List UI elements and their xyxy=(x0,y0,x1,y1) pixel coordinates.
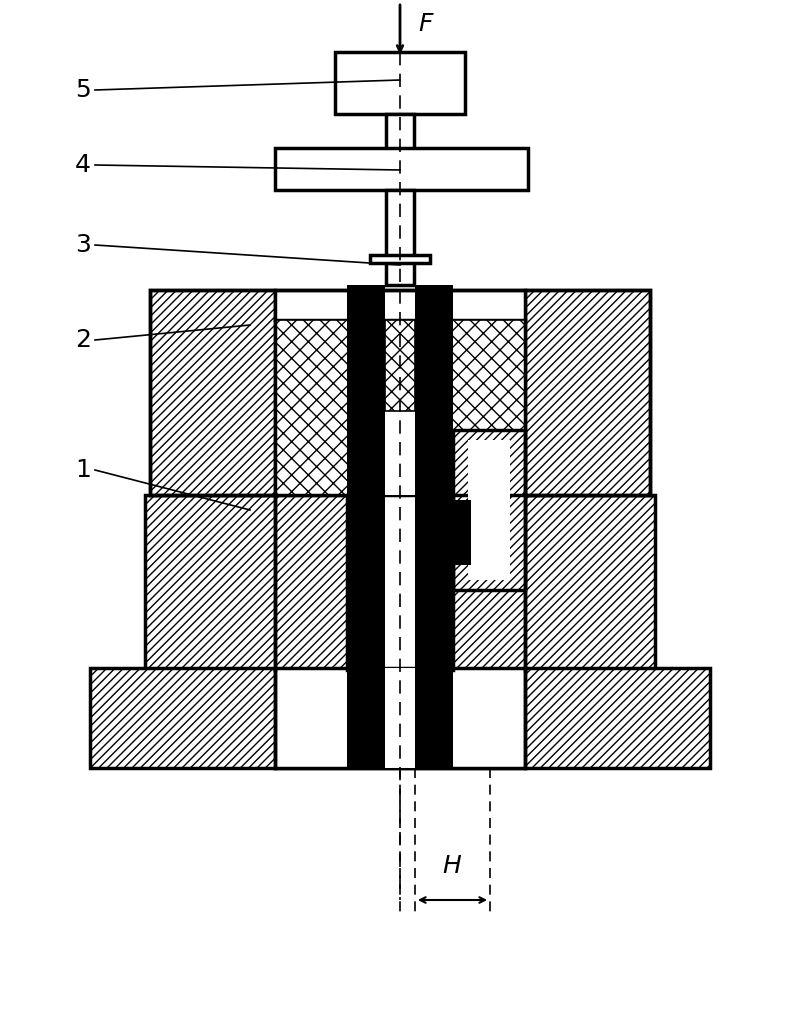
Text: 3: 3 xyxy=(75,233,91,257)
Bar xyxy=(334,52,464,114)
Bar xyxy=(452,430,525,590)
Bar xyxy=(150,290,274,495)
Bar xyxy=(150,290,649,495)
Bar xyxy=(274,148,528,190)
Bar xyxy=(386,114,414,150)
Bar xyxy=(346,495,384,670)
Bar xyxy=(415,668,452,768)
Bar xyxy=(415,285,452,590)
Bar xyxy=(415,495,452,670)
Bar xyxy=(145,495,654,670)
Bar xyxy=(346,495,452,670)
Bar xyxy=(346,668,384,768)
Text: $H$: $H$ xyxy=(442,854,462,878)
Bar xyxy=(90,668,709,768)
Text: 2: 2 xyxy=(75,328,91,352)
Text: 1: 1 xyxy=(75,458,91,482)
Bar xyxy=(346,285,384,590)
Bar xyxy=(452,430,525,590)
Bar xyxy=(468,440,509,580)
Bar xyxy=(384,319,415,411)
Bar xyxy=(386,190,414,285)
Bar xyxy=(274,495,525,670)
Bar xyxy=(525,290,649,495)
Bar xyxy=(384,319,415,495)
Bar xyxy=(274,319,525,495)
Text: 4: 4 xyxy=(75,153,91,177)
Text: 5: 5 xyxy=(75,78,91,102)
Bar xyxy=(274,668,525,768)
Bar xyxy=(370,255,429,263)
Bar xyxy=(384,668,415,768)
Bar xyxy=(274,495,525,670)
Bar xyxy=(452,500,471,565)
Bar xyxy=(274,319,525,495)
Bar xyxy=(274,290,525,319)
Text: $F$: $F$ xyxy=(418,12,434,36)
Bar xyxy=(274,668,525,768)
